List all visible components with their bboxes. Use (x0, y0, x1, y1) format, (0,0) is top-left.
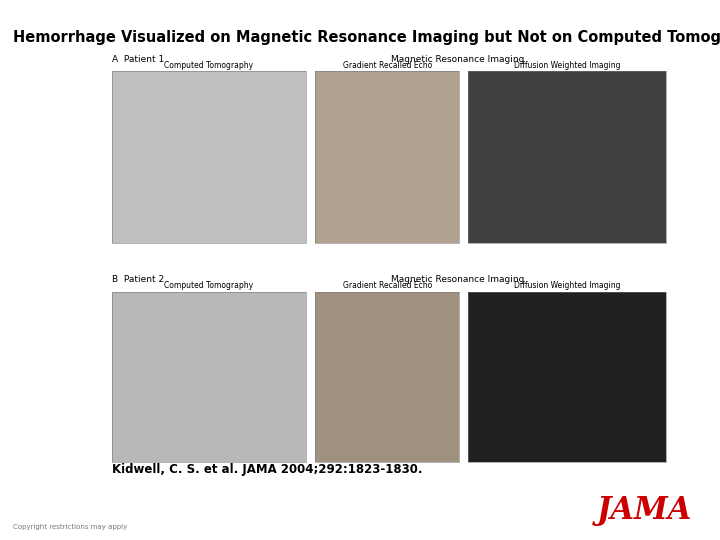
Bar (112, 71, 306, 243)
Text: Diffusion Weighted Imaging: Diffusion Weighted Imaging (514, 60, 620, 70)
Bar (468, 71, 666, 243)
Bar (112, 292, 306, 462)
Bar (468, 292, 666, 462)
Text: Gradient Recalled Echo: Gradient Recalled Echo (343, 60, 432, 70)
Text: Gradient Recalled Echo: Gradient Recalled Echo (343, 281, 432, 290)
Text: Copyright restrictions may apply: Copyright restrictions may apply (13, 524, 127, 530)
Text: Computed Tomography: Computed Tomography (164, 60, 253, 70)
Text: Computed Tomography: Computed Tomography (164, 281, 253, 290)
Bar (315, 71, 459, 243)
Bar (315, 71, 459, 243)
Bar (112, 71, 306, 243)
Bar (468, 292, 666, 462)
Text: Magnetic Resonance Imaging: Magnetic Resonance Imaging (391, 55, 525, 64)
Text: Diffusion Weighted Imaging: Diffusion Weighted Imaging (514, 281, 620, 290)
Bar (315, 292, 459, 462)
Bar (315, 292, 459, 462)
Text: Kidwell, C. S. et al. JAMA 2004;292:1823-1830.: Kidwell, C. S. et al. JAMA 2004;292:1823… (112, 463, 422, 476)
Text: A  Patient 1: A Patient 1 (112, 55, 164, 64)
Text: JAMA: JAMA (598, 496, 693, 526)
Bar (468, 71, 666, 243)
Bar (112, 292, 306, 462)
Text: Magnetic Resonance Imaging: Magnetic Resonance Imaging (391, 274, 525, 284)
Text: B  Patient 2: B Patient 2 (112, 274, 163, 284)
Text: Hemorrhage Visualized on Magnetic Resonance Imaging but Not on Computed Tomograp: Hemorrhage Visualized on Magnetic Resona… (13, 30, 720, 45)
